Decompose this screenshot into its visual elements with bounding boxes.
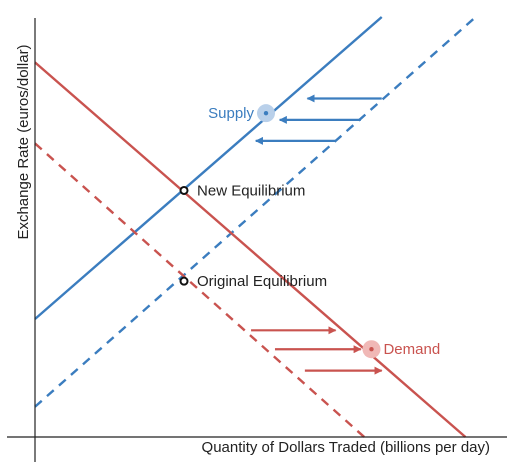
original-equilibrium-point: [179, 276, 189, 286]
shift-arrows-layer: [251, 94, 383, 375]
supply-new-curve: [34, 16, 383, 320]
supply-original-curve: [34, 16, 477, 408]
x-axis-title: Quantity of Dollars Traded (billions per…: [202, 439, 490, 456]
demand-label-dot: [369, 347, 374, 352]
original-equilibrium-label: Original Equilibrium: [197, 273, 327, 290]
curves-layer: Supply Demand: [34, 16, 477, 438]
demand-label: Demand: [383, 341, 440, 358]
points-layer: New Equilibrium Original Equilibrium: [179, 182, 327, 290]
new-equilibrium-point: [179, 185, 189, 195]
demand-new-curve: [34, 61, 467, 438]
supply-label: Supply: [208, 105, 254, 122]
y-axis-title: Exchange Rate (euros/dollar): [15, 44, 32, 239]
supply-label-dot: [263, 110, 269, 116]
new-equilibrium-label: New Equilibrium: [197, 182, 305, 199]
